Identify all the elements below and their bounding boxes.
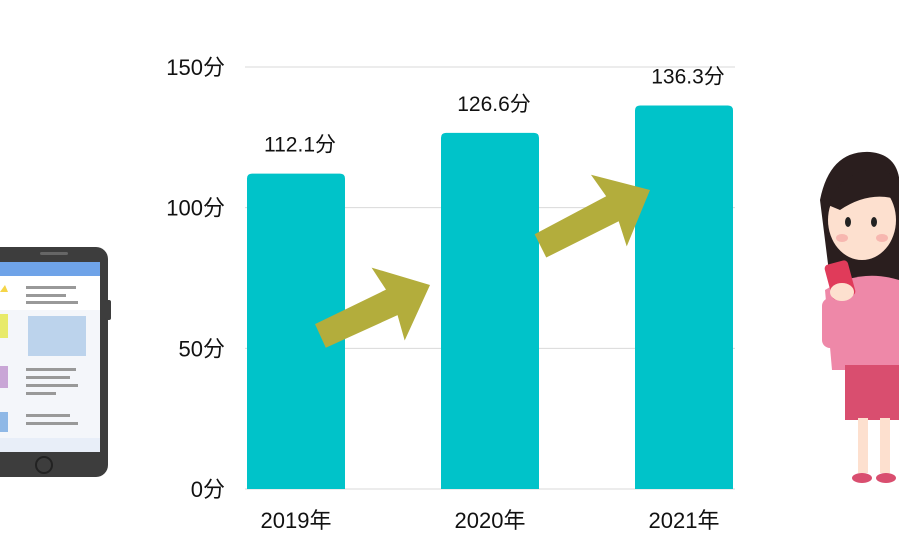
woman-with-phone-illustration (820, 151, 899, 483)
data-label: 112.1分 (264, 134, 336, 157)
bar (635, 105, 733, 489)
data-label: 136.3分 (651, 66, 725, 89)
arrow-up-icon (534, 174, 651, 258)
y-tick-label: 100分 (166, 196, 225, 221)
y-tick-label: 0分 (191, 477, 225, 502)
x-tick-label: 2019年 (261, 508, 332, 533)
arrow-shape (534, 174, 651, 258)
arrow-up-icon (315, 267, 431, 348)
bar (247, 173, 345, 489)
data-label: 126.6分 (457, 93, 531, 116)
y-tick-label: 150分 (166, 55, 225, 80)
data-labels: 112.1分 126.6分 136.3分 (264, 66, 725, 157)
arrow-shape (315, 267, 431, 348)
y-axis-ticks: 0分 50分 100分 150分 (166, 55, 225, 502)
smartphone-illustration (0, 247, 111, 477)
y-tick-label: 50分 (179, 336, 225, 361)
x-tick-label: 2021年 (649, 508, 720, 533)
arrows (315, 174, 651, 348)
bar (441, 132, 539, 489)
bars (247, 105, 733, 489)
x-axis-ticks: 2019年 2020年 2021年 (261, 508, 720, 533)
x-tick-label: 2020年 (455, 508, 526, 533)
